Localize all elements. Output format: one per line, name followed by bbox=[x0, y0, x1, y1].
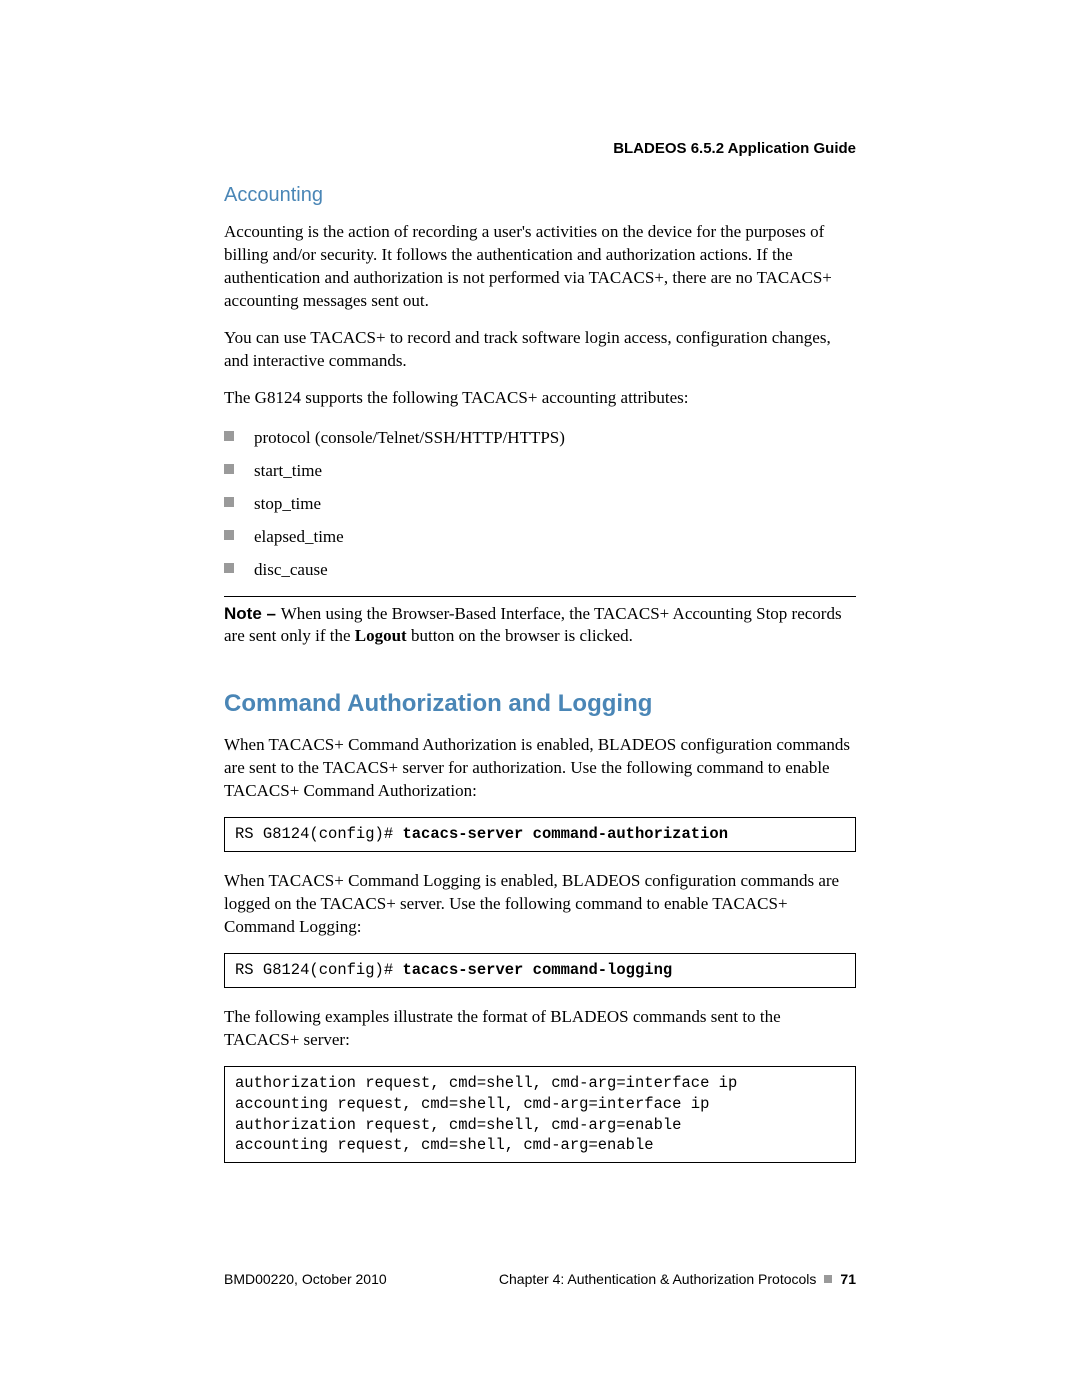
list-item-label: start_time bbox=[254, 461, 322, 480]
bullet-icon bbox=[224, 530, 234, 540]
cmdauth-heading: Command Authorization and Logging bbox=[224, 690, 856, 718]
page: BLADEOS 6.5.2 Application Guide Accounti… bbox=[0, 0, 1080, 1397]
list-item: disc_cause bbox=[224, 556, 856, 583]
accounting-paragraph-1: Accounting is the action of recording a … bbox=[224, 221, 856, 313]
list-item-label: protocol (console/Telnet/SSH/HTTP/HTTPS) bbox=[254, 428, 565, 447]
header-product: BLADEOS 6.5.2 Application Guide bbox=[613, 140, 856, 157]
footer: BMD00220, October 2010 Chapter 4: Authen… bbox=[224, 1271, 856, 1287]
list-item-label: stop_time bbox=[254, 494, 321, 513]
page-number: 71 bbox=[840, 1271, 856, 1287]
list-item: start_time bbox=[224, 457, 856, 484]
accounting-attribute-list: protocol (console/Telnet/SSH/HTTP/HTTPS)… bbox=[224, 424, 856, 584]
bullet-icon bbox=[224, 431, 234, 441]
code-command: tacacs-server command-authorization bbox=[402, 825, 728, 843]
cmdauth-paragraph-2: When TACACS+ Command Logging is enabled,… bbox=[224, 870, 856, 939]
square-icon bbox=[824, 1275, 832, 1283]
note-text-after: button on the browser is clicked. bbox=[407, 626, 633, 645]
code-block-3: authorization request, cmd=shell, cmd-ar… bbox=[224, 1066, 856, 1164]
accounting-paragraph-3: The G8124 supports the following TACACS+… bbox=[224, 387, 856, 410]
list-item: stop_time bbox=[224, 490, 856, 517]
list-item-label: elapsed_time bbox=[254, 527, 344, 546]
footer-right: Chapter 4: Authentication & Authorizatio… bbox=[499, 1271, 856, 1287]
footer-chapter: Chapter 4: Authentication & Authorizatio… bbox=[499, 1271, 817, 1287]
cmdauth-paragraph-3: The following examples illustrate the fo… bbox=[224, 1006, 856, 1052]
list-item: elapsed_time bbox=[224, 523, 856, 550]
code-command: tacacs-server command-logging bbox=[402, 961, 672, 979]
horizontal-rule bbox=[224, 596, 856, 597]
code-prompt: RS G8124(config)# bbox=[235, 961, 402, 979]
cmdauth-paragraph-1: When TACACS+ Command Authorization is en… bbox=[224, 734, 856, 803]
bullet-icon bbox=[224, 497, 234, 507]
bullet-icon bbox=[224, 563, 234, 573]
code-prompt: RS G8124(config)# bbox=[235, 825, 402, 843]
list-item: protocol (console/Telnet/SSH/HTTP/HTTPS) bbox=[224, 424, 856, 451]
list-item-label: disc_cause bbox=[254, 560, 328, 579]
note-label: Note – bbox=[224, 604, 281, 623]
accounting-paragraph-2: You can use TACACS+ to record and track … bbox=[224, 327, 856, 373]
note-bold: Logout bbox=[355, 626, 407, 645]
code-block-1: RS G8124(config)# tacacs-server command-… bbox=[224, 817, 856, 852]
code-block-2: RS G8124(config)# tacacs-server command-… bbox=[224, 953, 856, 988]
footer-left: BMD00220, October 2010 bbox=[224, 1271, 387, 1287]
bullet-icon bbox=[224, 464, 234, 474]
accounting-note: Note – When using the Browser-Based Inte… bbox=[224, 603, 856, 649]
accounting-heading: Accounting bbox=[224, 184, 856, 207]
content: Accounting Accounting is the action of r… bbox=[224, 184, 856, 1163]
